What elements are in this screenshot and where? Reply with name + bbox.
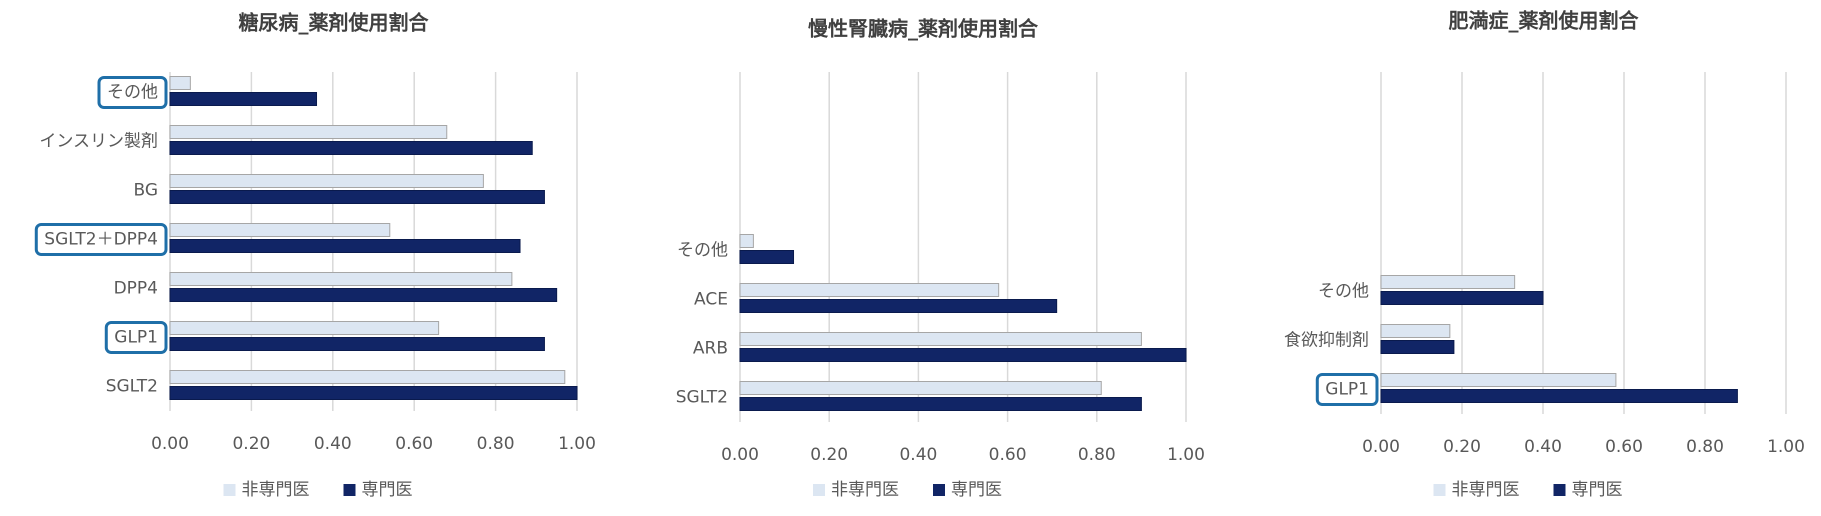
x-tick-label: 0.60 [395, 434, 433, 454]
bar [169, 288, 558, 302]
bar [169, 141, 533, 155]
category-label: 食欲抑制剤 [1284, 331, 1369, 351]
chart-title: 糖尿病_薬剤使用割合 [239, 11, 430, 35]
x-tick-label: 0.40 [314, 434, 352, 454]
legend-swatch [933, 484, 945, 496]
category-label: DPP4 [114, 279, 158, 299]
bar [169, 272, 513, 286]
x-tick-label: 0.00 [151, 434, 189, 454]
highlight-box [1315, 373, 1379, 406]
legend-label: 非専門医 [831, 480, 899, 500]
bar [169, 223, 391, 237]
x-tick-label: 0.60 [1605, 437, 1643, 457]
bar [169, 370, 566, 384]
category-label: SGLT2＋DPP4 [44, 230, 158, 250]
bar [1380, 291, 1544, 305]
x-tick-label: 1.00 [1167, 445, 1205, 465]
x-tick-label: 1.00 [1767, 437, 1805, 457]
legend-swatch [1433, 484, 1446, 496]
x-tick-label: 0.60 [989, 445, 1027, 465]
category-label: SGLT2 [676, 388, 728, 408]
chart-title: 肥満症_薬剤使用割合 [1449, 9, 1640, 33]
x-tick-label: 0.20 [1443, 437, 1481, 457]
x-tick-label: 0.00 [1362, 437, 1400, 457]
x-tick-label: 0.40 [899, 445, 937, 465]
legend-swatch [223, 484, 236, 496]
bar [169, 174, 484, 188]
bar [1380, 324, 1451, 338]
legend-label: 専門医 [951, 480, 1002, 500]
bar [1380, 340, 1455, 354]
chart: 慢性腎臓病_薬剤使用割合 0.00 0.20 0.40 0.60 0.80 1.00 その他 A… [676, 17, 1205, 501]
bar [169, 239, 521, 253]
x-tick-label: 0.40 [1524, 437, 1562, 457]
category-label: ARB [693, 339, 728, 359]
category-label: その他 [107, 83, 158, 103]
bar [169, 76, 191, 90]
legend-swatch [1553, 484, 1566, 496]
bar [739, 348, 1187, 362]
highlight-box [34, 223, 168, 256]
highlight-box [104, 321, 168, 354]
x-tick-label: 0.80 [1078, 445, 1116, 465]
legend-swatch [813, 484, 825, 496]
highlight-box [97, 76, 168, 109]
chart: 糖尿病_薬剤使用割合 0.00 0.20 0.40 0.60 0.80 1.00 その他インス… [34, 11, 596, 500]
bar [1380, 275, 1516, 289]
legend-swatch [343, 484, 356, 496]
x-tick-label: 0.20 [810, 445, 848, 465]
legend-label: 専門医 [1572, 480, 1623, 500]
bar [169, 92, 318, 106]
bar [169, 337, 545, 351]
bar [1380, 389, 1738, 403]
bar [169, 386, 578, 400]
bar [1380, 373, 1617, 387]
bar [739, 381, 1102, 395]
category-label: ACE [694, 290, 728, 310]
x-tick-label: 0.80 [1686, 437, 1724, 457]
bar [739, 234, 754, 248]
x-tick-label: 0.80 [477, 434, 515, 454]
category-label: GLP1 [1325, 380, 1369, 400]
chart-title: 慢性腎臓病_薬剤使用割合 [808, 17, 1039, 41]
legend-label: 非専門医 [242, 480, 310, 500]
category-label: BG [133, 181, 158, 201]
bar [169, 321, 440, 335]
bar [739, 332, 1142, 346]
category-label: SGLT2 [106, 377, 158, 397]
x-tick-label: 0.20 [232, 434, 270, 454]
bar [739, 397, 1142, 411]
x-tick-label: 1.00 [558, 434, 596, 454]
bar [169, 190, 545, 204]
legend-label: 非専門医 [1452, 480, 1520, 500]
bar [739, 250, 795, 264]
bar [739, 299, 1058, 313]
bar [739, 283, 1000, 297]
legend-label: 専門医 [362, 480, 413, 500]
category-label: その他 [1318, 282, 1369, 302]
category-label: その他 [677, 241, 728, 261]
bar [169, 125, 448, 139]
chart: 肥満症_薬剤使用割合 0.00 0.20 0.40 0.60 0.80 1.00 その他食欲抑… [1284, 9, 1805, 501]
x-tick-label: 0.00 [721, 445, 759, 465]
category-label: GLP1 [114, 328, 158, 348]
category-label: インスリン製剤 [39, 132, 158, 152]
